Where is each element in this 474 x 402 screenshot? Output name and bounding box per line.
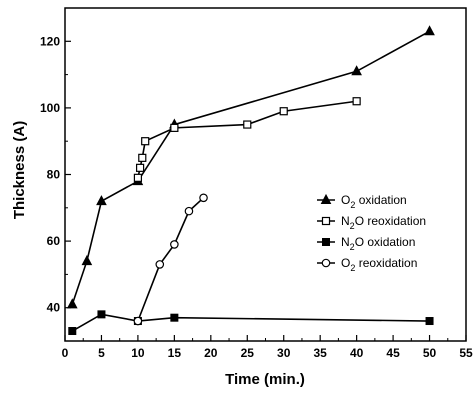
y-axis-title: Thickness (A): [11, 121, 28, 219]
y-tick-label: 80: [47, 168, 61, 182]
legend-label-3: N2O oxidation: [341, 235, 415, 252]
data-point-series-1: [424, 25, 435, 36]
x-tick-label: 0: [62, 346, 69, 360]
x-tick-label: 30: [277, 346, 291, 360]
series-line-2: [137, 100, 357, 179]
x-tick-label: 25: [241, 346, 255, 360]
y-tick-label: 120: [40, 34, 60, 48]
data-point-series-1: [96, 195, 107, 206]
y-tick-label: 60: [47, 234, 61, 248]
y-tick-label: 40: [47, 301, 61, 315]
legend-marker-2: [321, 216, 331, 226]
data-point-series-3: [97, 310, 106, 319]
data-point-series-4: [170, 240, 179, 249]
legend-marker-1: [320, 193, 332, 204]
legend-marker-4: [321, 258, 331, 268]
legend-label-2: N2O reoxidation: [341, 214, 426, 231]
data-point-series-1: [351, 65, 362, 76]
data-point-series-2: [352, 97, 361, 106]
x-tick-label: 20: [204, 346, 218, 360]
data-point-series-2: [279, 107, 288, 116]
data-point-series-1: [81, 255, 93, 266]
x-tick-label: 15: [168, 346, 182, 360]
data-point-series-4: [199, 193, 208, 203]
legend-label-1: O2 oxidation: [341, 193, 407, 210]
series-line-3: [71, 313, 430, 332]
data-point-series-1: [66, 298, 78, 309]
legend-marker-3: [322, 238, 330, 246]
y-tick-label: 100: [40, 101, 60, 115]
data-point-series-4: [184, 206, 194, 216]
data-point-series-3: [170, 313, 179, 322]
x-tick-label: 35: [314, 346, 328, 360]
x-tick-label: 5: [98, 346, 105, 360]
data-point-series-4: [155, 260, 165, 269]
data-point-series-2: [133, 173, 143, 182]
data-point-series-2: [170, 123, 179, 132]
x-tick-label: 55: [459, 346, 473, 360]
x-tick-label: 10: [131, 346, 145, 360]
data-point-series-2: [135, 163, 145, 172]
x-tick-label: 45: [386, 346, 400, 360]
data-point-series-2: [243, 120, 252, 129]
data-point-series-2: [141, 137, 150, 146]
x-axis-title: Time (min.): [225, 371, 305, 388]
data-point-series-2: [138, 153, 147, 162]
legend-label-4: O2 reoxidation: [341, 256, 417, 273]
data-point-series-3: [68, 327, 77, 336]
x-tick-label: 50: [423, 346, 437, 360]
series-line-4: [137, 197, 205, 322]
data-point-series-3: [425, 317, 434, 326]
data-point-series-4: [133, 316, 143, 326]
x-tick-label: 40: [350, 346, 364, 360]
plot-frame: [64, 7, 467, 342]
